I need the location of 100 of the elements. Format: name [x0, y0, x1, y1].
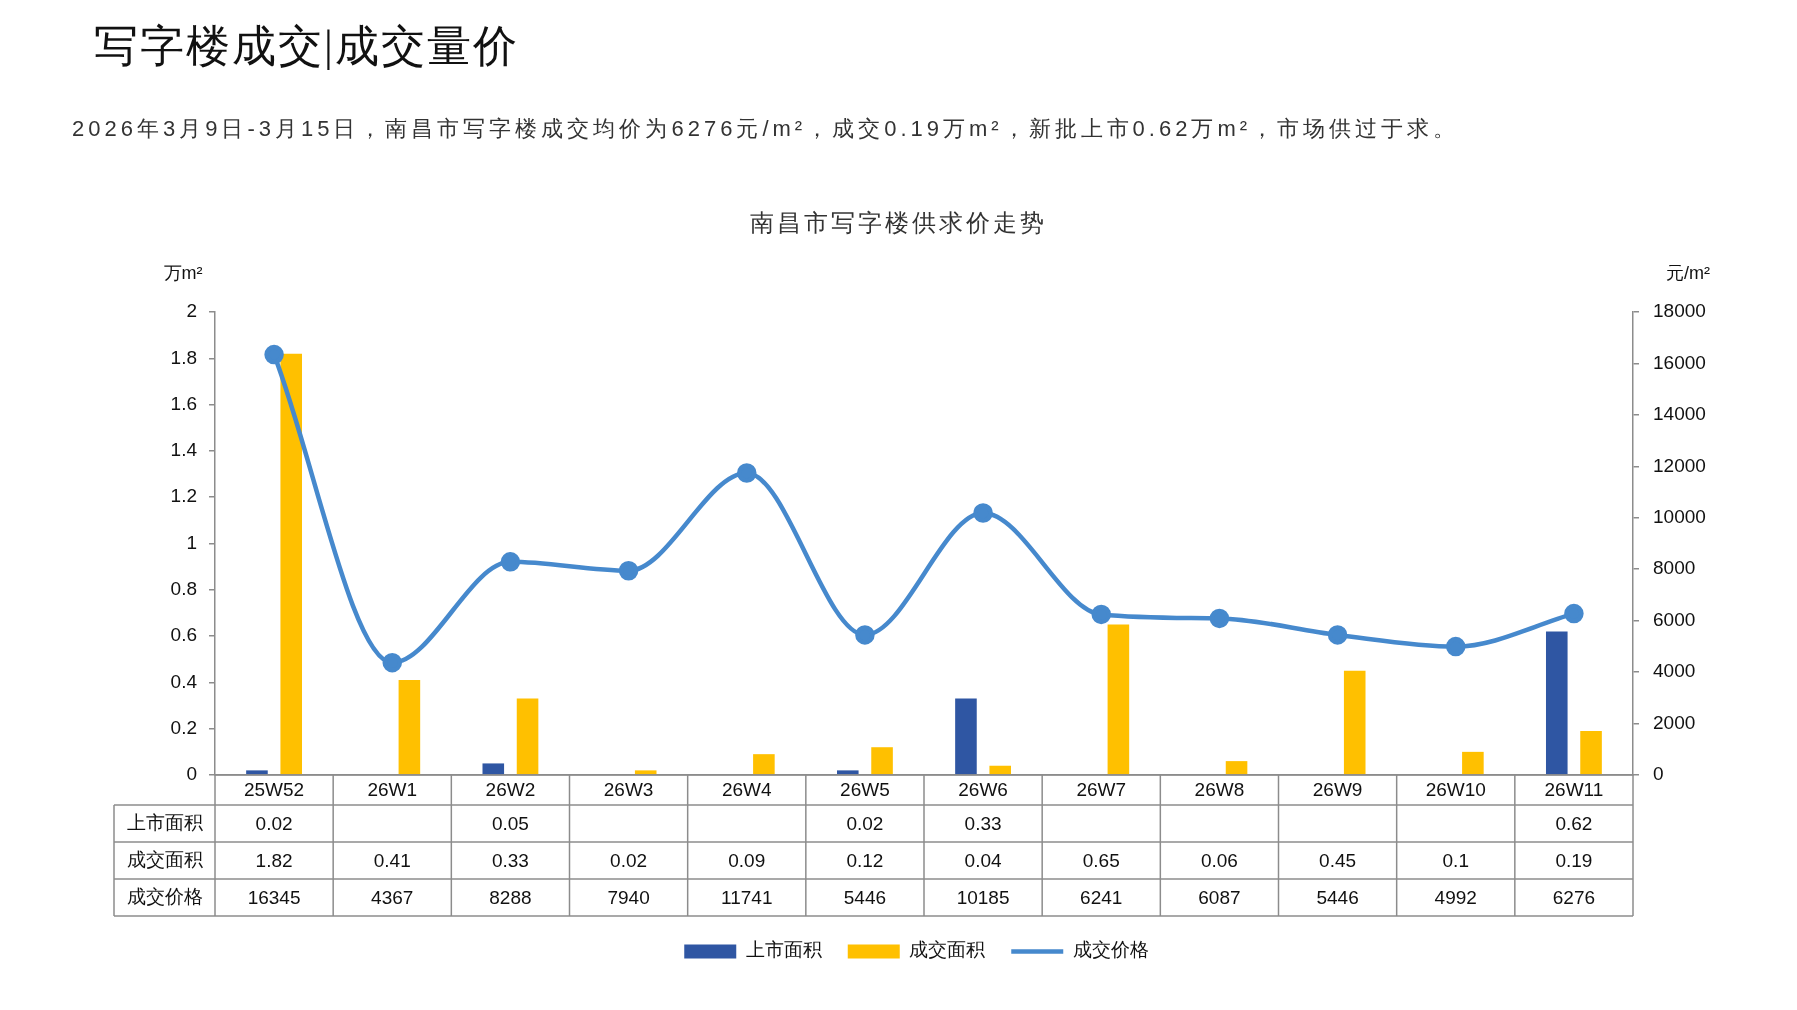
text: 写字楼成交|成交量价: [94, 21, 519, 71]
point: [382, 652, 402, 673]
bar: [516, 698, 539, 775]
legend-label: 成交面积: [909, 939, 986, 961]
y-tick-label: 0.2: [170, 716, 197, 738]
y2-tick-label: 4000: [1653, 660, 1696, 682]
data-label: 0.19: [1555, 849, 1593, 871]
y-tick-label: 1: [186, 531, 197, 553]
data-label: 5446: [843, 886, 887, 908]
x-tick-label: 26W6: [958, 779, 1008, 801]
y-tick-label: 2: [186, 300, 197, 322]
y2-tick-label: 2000: [1653, 711, 1696, 733]
x-tick-label: 26W9: [1312, 779, 1363, 801]
data-label: 0.62: [1555, 812, 1593, 834]
data-label: 0.09: [728, 849, 766, 871]
y-tick-label: 0.4: [170, 670, 198, 692]
x-tick-label: 26W3: [603, 779, 654, 801]
bar: [1343, 670, 1366, 775]
data-label: 4367: [371, 886, 414, 908]
data-label: 7940: [607, 886, 650, 908]
data-label: 6087: [1198, 886, 1241, 908]
bar: [482, 763, 505, 775]
text: 2026年3月9日-3月15日，南昌市写字楼成交均价为6276元/m²，成交0.19万m²，新批上市0.62万m²，市场供过于求。: [72, 116, 1460, 142]
bar: [753, 754, 775, 775]
x-tick-label: 26W10: [1425, 779, 1486, 801]
data-label: 0.06: [1200, 849, 1238, 871]
data-label: 0.1: [1442, 849, 1469, 871]
data-label: 10185: [956, 886, 1010, 908]
y-tick-label: 0.6: [170, 624, 197, 646]
bar: [280, 353, 303, 775]
point: [973, 503, 993, 523]
text: 成交面积: [126, 849, 203, 871]
x-tick-label: 26W7: [1076, 779, 1127, 801]
y-tick-label: 0.8: [170, 578, 197, 600]
y2-tick-label: 8000: [1653, 557, 1696, 579]
y-tick-label: 1.8: [170, 346, 197, 368]
y2-tick-label: 10000: [1653, 506, 1706, 528]
x-tick-label: 26W11: [1544, 779, 1604, 801]
data-label: 4992: [1434, 886, 1477, 908]
point: [737, 463, 757, 483]
data-label: 6241: [1080, 886, 1123, 908]
bar: [398, 680, 421, 775]
legend-label: 成交价格: [1072, 939, 1149, 961]
y2-tick-label: 16000: [1653, 351, 1706, 373]
data-label: 0.45: [1319, 849, 1357, 871]
point: [1564, 603, 1584, 624]
data-label: 0.41: [373, 849, 411, 871]
bar: [989, 765, 1012, 775]
bar: [836, 770, 859, 775]
y-axis-title: 万m²: [163, 262, 203, 283]
x-tick-label: 26W5: [840, 779, 890, 801]
bar: [1225, 761, 1248, 775]
point: [1209, 608, 1230, 629]
y-tick-label: 0: [186, 763, 197, 785]
data-label: 0.33: [964, 812, 1002, 834]
data-label: 0.02: [255, 812, 293, 834]
text: 成交价格: [126, 886, 203, 908]
y-tick-label: 1.2: [170, 485, 197, 507]
legend-label: 上市面积: [745, 939, 822, 961]
y-tick-label: 1.4: [170, 439, 198, 461]
x-tick-label: 26W4: [721, 779, 772, 801]
y2-tick-label: 6000: [1653, 608, 1696, 630]
bar: [1580, 731, 1602, 775]
data-label: 0.05: [491, 812, 529, 834]
x-tick-label: 26W1: [367, 779, 418, 801]
x-tick-label: 26W2: [485, 779, 536, 801]
point: [1091, 604, 1111, 625]
bar: [1545, 631, 1568, 775]
bar: [1107, 624, 1130, 775]
data-label: 0.02: [846, 812, 884, 834]
point: [855, 625, 875, 645]
bar: [246, 770, 268, 775]
bar: [1462, 751, 1484, 775]
data-label: 0.33: [491, 849, 529, 871]
point: [618, 561, 639, 581]
y2-tick-label: 12000: [1653, 454, 1706, 476]
data-label: 5446: [1316, 886, 1359, 908]
y2-tick-label: 18000: [1653, 300, 1706, 322]
y2-tick-label: 0: [1653, 763, 1664, 785]
data-label: 11741: [721, 886, 773, 908]
point: [1446, 636, 1466, 657]
point: [264, 344, 284, 365]
x-tick-label: 25W52: [243, 779, 305, 801]
x-tick-label: 26W8: [1194, 779, 1245, 801]
data-label: 0.04: [964, 849, 1002, 871]
bar: [955, 698, 977, 775]
text: 上市面积: [126, 812, 203, 834]
point: [1327, 625, 1348, 645]
y2-axis-title: 元/m²: [1666, 262, 1710, 283]
bar: [871, 747, 893, 775]
data-label: 16345: [247, 886, 301, 908]
data-label: 8288: [489, 886, 532, 908]
point: [500, 552, 521, 572]
data-label: 0.02: [610, 849, 648, 871]
data-label: 6276: [1552, 886, 1596, 908]
data-label: 1.82: [255, 849, 293, 871]
chart-title: 南昌市写字楼供求价走势: [750, 210, 1047, 237]
data-label: 0.12: [846, 849, 884, 871]
y2-tick-label: 14000: [1653, 403, 1706, 425]
bar: [634, 770, 657, 775]
